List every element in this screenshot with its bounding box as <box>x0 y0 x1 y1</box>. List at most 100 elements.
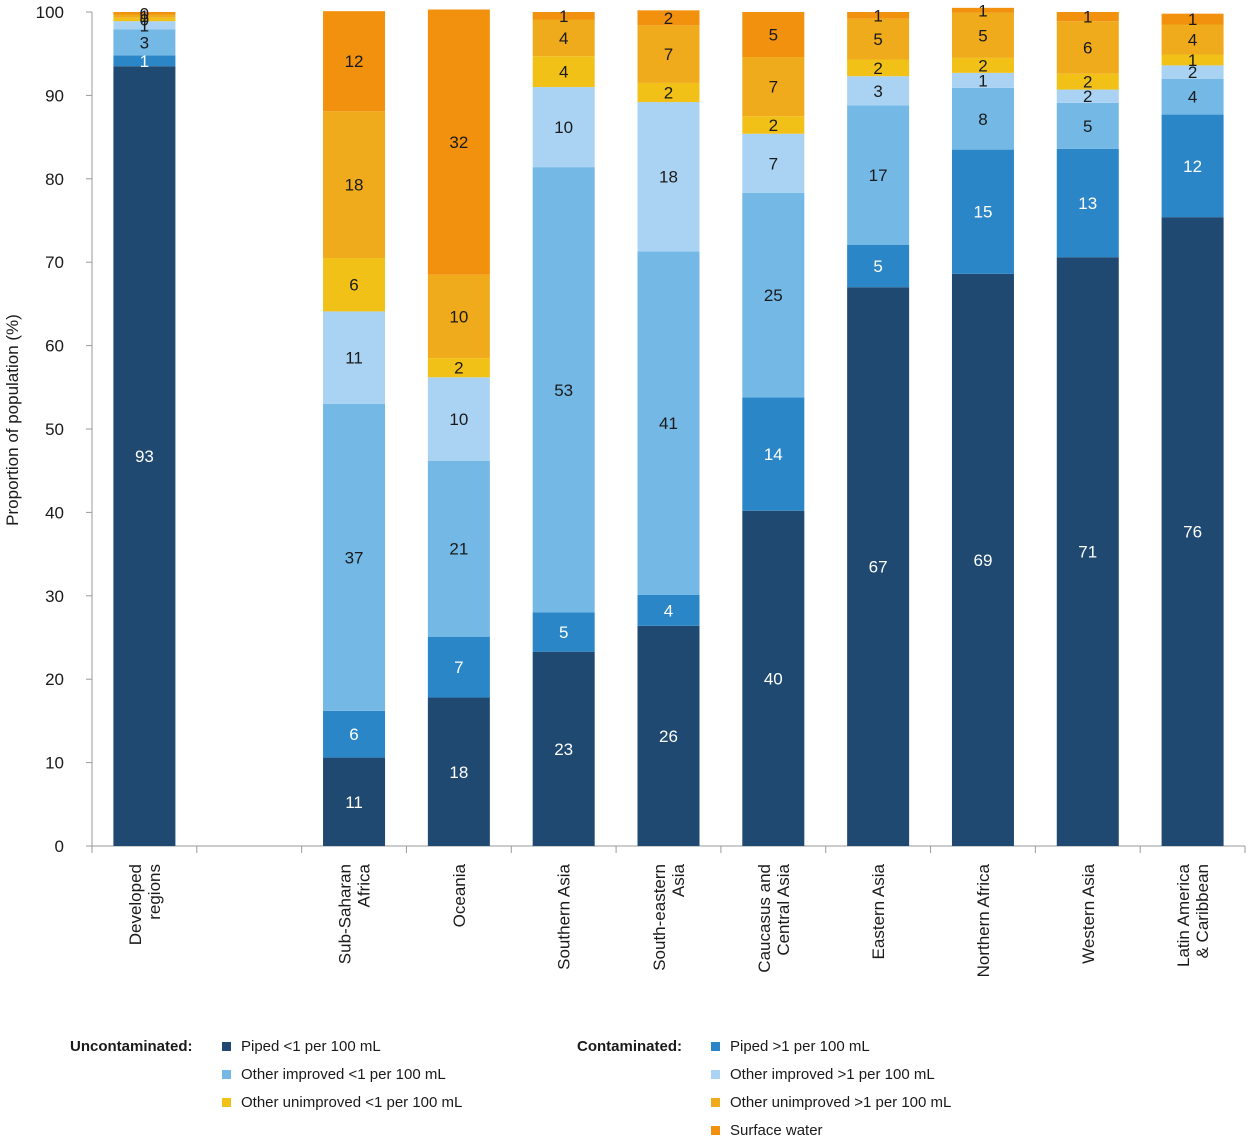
legend: Uncontaminated: Piped <1 per 100 mL Othe… <box>0 1030 1248 1144</box>
bar-segment <box>637 25 700 83</box>
bar-segment <box>847 105 910 245</box>
category-label: South-eastern <box>650 864 669 971</box>
legend-item-piped-uncontaminated: Piped <1 per 100 mL <box>222 1037 381 1057</box>
bar-segment <box>951 149 1014 274</box>
bar-segment <box>1161 217 1224 846</box>
legend-swatch <box>711 1041 720 1051</box>
y-tick-label: 80 <box>45 170 64 189</box>
bar-value-label: 3 <box>140 33 149 52</box>
bar-segment <box>323 11 386 112</box>
bar-value-label: 4 <box>1188 88 1197 107</box>
bar-segment <box>113 66 176 846</box>
category-label: Western Asia <box>1079 863 1098 963</box>
bar-value-label: 71 <box>1078 543 1097 562</box>
bar-value-label: 7 <box>769 154 778 173</box>
y-tick-label: 30 <box>45 587 64 606</box>
bar-segment <box>323 710 386 758</box>
bar-segment <box>323 311 386 404</box>
bar-value-label: 7 <box>769 78 778 97</box>
y-tick-label: 70 <box>45 253 64 272</box>
bar-segment <box>951 57 1014 73</box>
bar-value-label: 5 <box>873 257 882 276</box>
category-label: Caucasus and <box>755 864 774 973</box>
bar-segment <box>847 76 910 106</box>
bar-value-label: 0 <box>140 11 149 30</box>
legend-label: Piped >1 per 100 mL <box>730 1038 870 1055</box>
bar-value-label: 6 <box>349 725 358 744</box>
legend-label: Piped <1 per 100 mL <box>241 1038 381 1055</box>
bar-segment <box>1161 78 1224 115</box>
legend-label: Other unimproved >1 per 100 mL <box>730 1094 952 1111</box>
bar-segment <box>323 757 386 846</box>
bar-segment <box>1056 21 1119 74</box>
legend-label: Other improved >1 per 100 mL <box>730 1066 935 1083</box>
bar-value-label: 5 <box>873 30 882 49</box>
bar-value-label: 67 <box>869 558 888 577</box>
bar-value-label: 2 <box>454 359 463 378</box>
y-tick-label: 0 <box>55 837 64 856</box>
category-label: Northern Africa <box>974 863 993 977</box>
bar-value-label: 1 <box>559 7 568 26</box>
bar-value-label: 1 <box>140 16 149 35</box>
legend-swatch <box>711 1097 720 1107</box>
category-label: regions <box>145 864 164 920</box>
bar-segment <box>637 594 700 626</box>
bar-value-label: 2 <box>664 83 673 102</box>
bar-segment <box>532 612 595 652</box>
category-labels: Developed regions Sub-Saharan Africa Oceania… <box>126 863 1212 977</box>
bar-segment <box>1056 257 1119 846</box>
bar-value-label: 41 <box>659 414 678 433</box>
legend-label: Other improved <1 per 100 mL <box>241 1066 446 1083</box>
legend-label: Other unimproved <1 per 100 mL <box>241 1094 463 1111</box>
category-label: Asia <box>669 863 688 897</box>
bar-value-label: 12 <box>345 52 364 71</box>
bar-segment <box>427 697 490 846</box>
bar-value-label: 23 <box>554 740 573 759</box>
y-tick-label: 100 <box>36 3 64 22</box>
bar-value-label: 18 <box>345 176 364 195</box>
bar-value-label: 12 <box>1183 157 1202 176</box>
bar-value-label: 4 <box>664 601 673 620</box>
bar-value-label: 21 <box>449 540 468 559</box>
bar-value-label: 4 <box>559 29 568 48</box>
bar-value-label: 2 <box>873 59 882 78</box>
bar-value-label: 4 <box>559 63 568 82</box>
bar-segment <box>1056 73 1119 90</box>
bar-segment <box>323 111 386 259</box>
bar-segment <box>1161 54 1224 66</box>
bar-segment <box>532 167 595 613</box>
bar-segment <box>427 460 490 637</box>
legend-label: Surface water <box>730 1122 823 1139</box>
bar-segment <box>637 82 700 103</box>
bar-segment <box>951 7 1014 13</box>
bar-segment <box>1161 24 1224 55</box>
legend-item-other-unimproved-contaminated: Other unimproved >1 per 100 mL <box>711 1093 951 1113</box>
segment-labels: 9313101011637116181218721102103223553104… <box>135 1 1202 811</box>
bar-segment <box>742 192 805 398</box>
bar-segment <box>532 19 595 57</box>
bar-segment <box>323 258 386 312</box>
legend-swatch <box>222 1041 231 1051</box>
bar-value-label: 10 <box>449 410 468 429</box>
bar-value-label: 10 <box>449 307 468 326</box>
bar-value-label: 4 <box>1188 31 1197 50</box>
bar-segment <box>113 14 176 18</box>
bar-segment <box>1161 13 1224 25</box>
bar-segment <box>637 625 700 846</box>
bar-segment <box>1056 148 1119 258</box>
bar-segment <box>951 72 1014 88</box>
legend-item-other-improved-contaminated: Other improved >1 per 100 mL <box>711 1065 935 1085</box>
bar-segment <box>323 403 386 711</box>
bar-segment <box>532 651 595 846</box>
category-label: Central Asia <box>774 863 793 955</box>
bar-segment <box>847 59 910 77</box>
bar-value-label: 32 <box>449 133 468 152</box>
bar-segment <box>742 12 805 58</box>
bar-value-label: 11 <box>345 793 363 812</box>
bar-value-label: 53 <box>554 381 573 400</box>
category-label: & Caribbean <box>1193 864 1212 959</box>
bar-value-label: 1 <box>873 6 882 25</box>
bar-value-label: 76 <box>1183 523 1202 542</box>
bar-segment <box>637 102 700 252</box>
